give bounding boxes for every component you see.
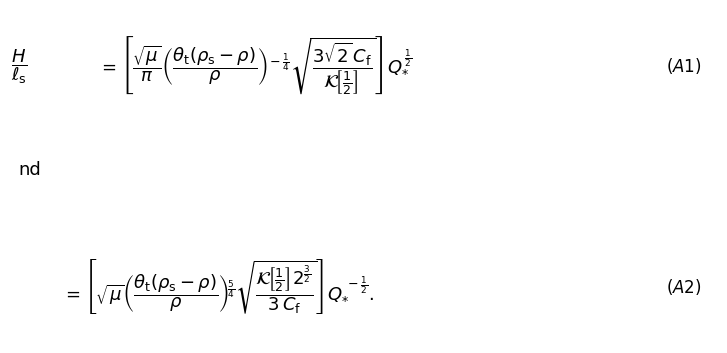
Text: $(A1)$: $(A1)$ <box>666 56 702 76</box>
Text: nd: nd <box>19 161 41 179</box>
Text: $= \left[ \sqrt{\mu} \left( \dfrac{\theta_\mathrm{t}(\rho_\mathrm{s} - \rho)}{\r: $= \left[ \sqrt{\mu} \left( \dfrac{\thet… <box>62 257 374 316</box>
Text: $= \left[ \dfrac{\sqrt{\mu}}{\pi} \left( \dfrac{\theta_\mathrm{t}(\rho_\mathrm{s: $= \left[ \dfrac{\sqrt{\mu}}{\pi} \left(… <box>97 35 412 97</box>
Text: $(A2)$: $(A2)$ <box>666 277 702 297</box>
Text: $\dfrac{H}{\ell_\mathrm{s}}$: $\dfrac{H}{\ell_\mathrm{s}}$ <box>12 47 28 85</box>
